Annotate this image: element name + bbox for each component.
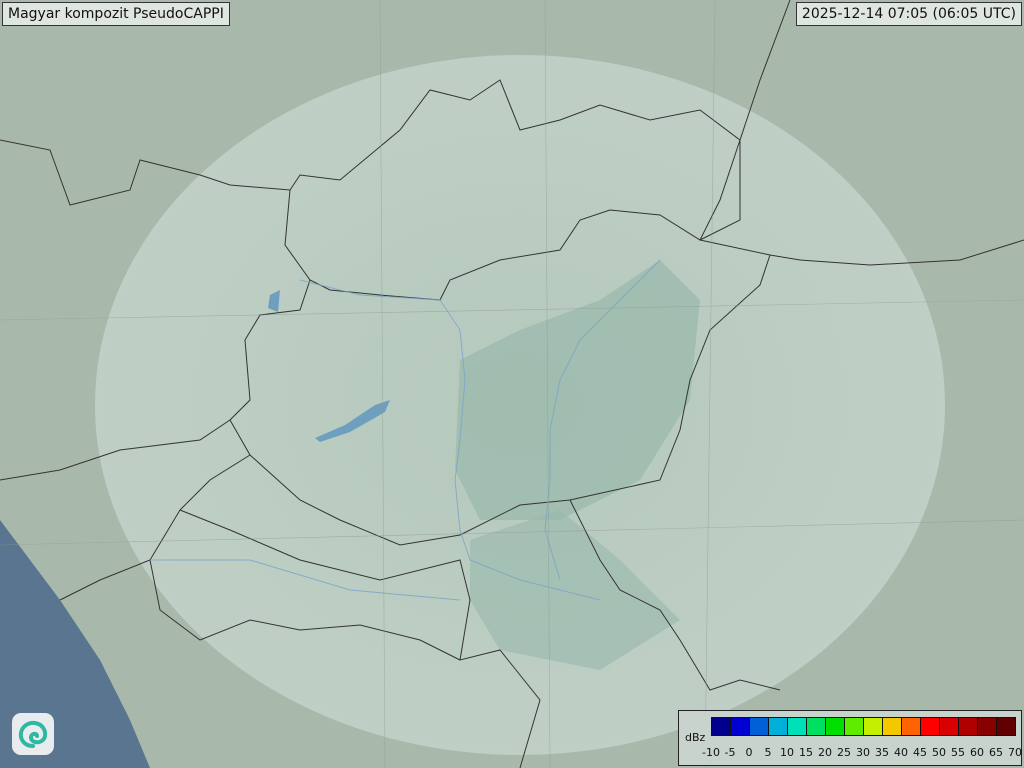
legend-swatch [978,718,997,735]
lake-balaton [315,400,390,442]
timestamp: 2025-12-14 07:05 (06:05 UTC) [795,2,1022,26]
legend-swatch [845,718,864,735]
legend-tick-label: 40 [894,746,908,759]
adriatic-sea [0,520,150,768]
legend-tick-label: 10 [780,746,794,759]
legend-swatch [902,718,921,735]
legend-swatch [883,718,902,735]
lake-neusiedl [268,290,280,312]
map-title: Magyar kompozit PseudoCAPPI [2,2,230,26]
legend-tick-label: -5 [724,746,736,759]
legend-tick-label: 35 [875,746,889,759]
rivers [150,259,661,601]
legend-tick-label: 45 [913,746,927,759]
legend-tick-label: 0 [745,746,753,759]
legend-swatch [997,718,1015,735]
great-plain [455,260,700,520]
legend-tick-label: 65 [989,746,1003,759]
legend-tick-label: 20 [818,746,832,759]
legend-swatch [940,718,959,735]
legend-swatch [959,718,978,735]
vojvodina-plain [470,510,680,670]
swirl-logo-icon [12,713,54,755]
dbz-legend: dBz -10 -5 0 5 10 15 20 25 30 35 40 45 50 55 60 65 70 [678,710,1022,766]
legend-swatch [807,718,826,735]
legend-swatch [788,718,807,735]
legend-swatch [826,718,845,735]
color-scale [711,717,1016,736]
legend-tick-label: 70 [1008,746,1022,759]
legend-swatch [712,718,731,735]
legend-swatch [769,718,788,735]
legend-tick-label: 15 [799,746,813,759]
legend-swatch [750,718,769,735]
legend-swatch [864,718,883,735]
legend-tick-label: 5 [764,746,772,759]
legend-ticks: -10 -5 0 5 10 15 20 25 30 35 40 45 50 55 60 65 70 [702,746,1022,762]
legend-unit: dBz [685,731,706,744]
legend-tick-label: 50 [932,746,946,759]
legend-tick-label: 60 [970,746,984,759]
legend-swatch [921,718,940,735]
legend-tick-label: 30 [856,746,870,759]
legend-swatch [731,718,750,735]
legend-tick-label: -10 [702,746,720,759]
legend-tick-label: 55 [951,746,965,759]
legend-tick-label: 25 [837,746,851,759]
